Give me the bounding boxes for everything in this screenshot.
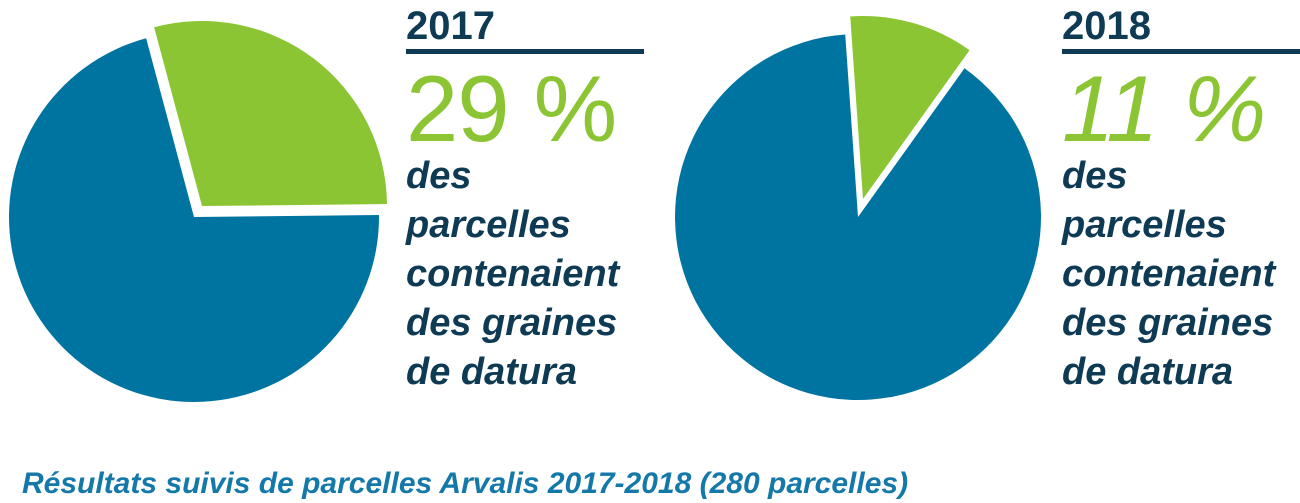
title-underline-2018	[1062, 49, 1300, 54]
description-line: de datura	[1062, 351, 1234, 393]
title-underline-2017	[406, 49, 644, 54]
description-line: contenaient	[1062, 253, 1276, 295]
description-line: parcelles	[406, 204, 571, 246]
description-line: parcelles	[1062, 204, 1227, 246]
description-line: contenaient	[406, 253, 620, 295]
pie-slice-datura-2018	[850, 16, 970, 199]
panel-2017: 2017 29 % des parcelles contenaient des …	[406, 4, 666, 393]
percent-value-2017: 29 %	[406, 56, 617, 161]
pie-slice-datura-2017	[154, 20, 387, 206]
year-title-2018: 2018	[1062, 4, 1151, 48]
pie-chart-2017	[9, 20, 387, 402]
description-line: de datura	[406, 351, 578, 393]
description-line: des graines	[1062, 302, 1274, 344]
source-caption: Résultats suivis de parcelles Arvalis 20…	[22, 467, 909, 500]
year-title-2017: 2017	[406, 4, 495, 48]
percent-description-2017: des parcelles contenaient des graines de…	[406, 152, 619, 397]
pie-slice-rest-2017	[9, 38, 380, 402]
percent-value-2018: 11 %	[1062, 56, 1266, 161]
description-line: des graines	[406, 302, 618, 344]
panel-2018: 2018 11 % des parcelles contenaient des …	[1062, 4, 1300, 393]
description-line: des	[1062, 155, 1128, 197]
description-line: des	[406, 155, 472, 197]
pie-slice-rest-2018	[675, 34, 1042, 401]
pie-chart-2018	[675, 16, 1042, 401]
percent-description-2018: des parcelles contenaient des graines de…	[1062, 152, 1275, 397]
